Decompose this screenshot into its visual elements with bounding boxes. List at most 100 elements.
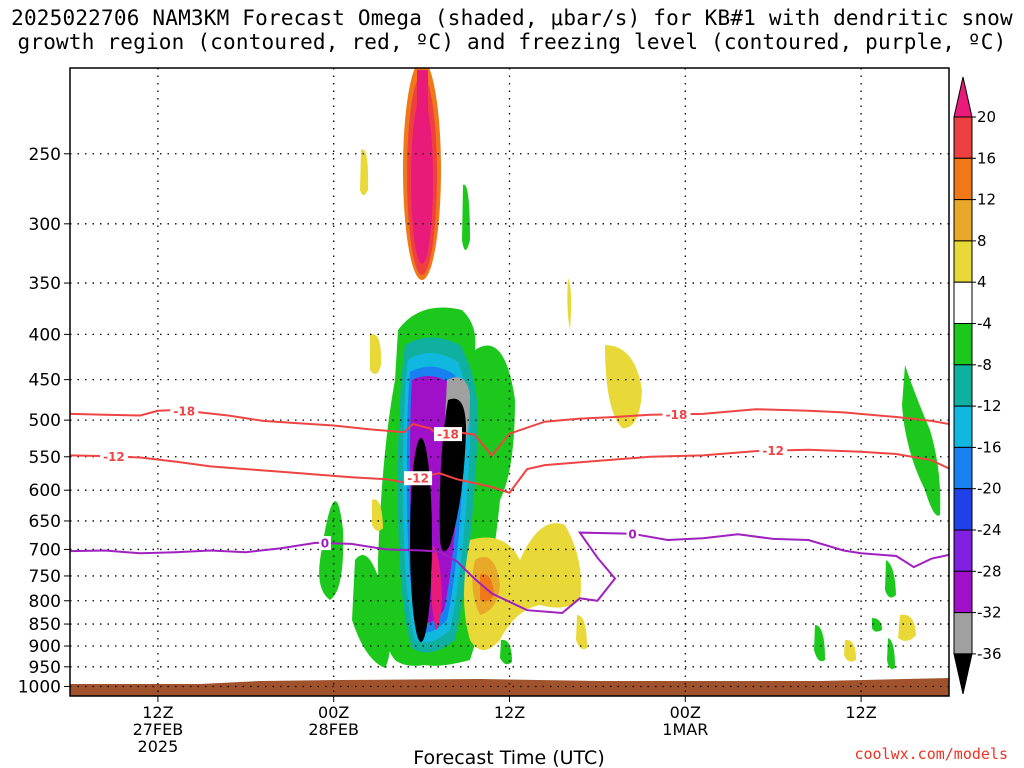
contour-label: 0 xyxy=(628,527,636,541)
colorbar-swatch xyxy=(953,364,973,407)
y-tick-label: 500 xyxy=(29,411,61,431)
omega-green-left-cell xyxy=(319,501,344,600)
contour-label: -12 xyxy=(103,450,125,464)
credit-text: coolwx.com/models xyxy=(854,745,1008,763)
colorbar-label: -24 xyxy=(977,521,1002,539)
x-tick-label: 1MAR xyxy=(662,720,708,739)
y-tick-label: 250 xyxy=(29,145,61,165)
omega-yellow-cell-2 xyxy=(605,345,642,429)
colorbar-top-arrow xyxy=(953,76,973,118)
omega-green-cell-6 xyxy=(887,638,895,669)
omega-green-lower xyxy=(352,555,390,668)
colorbar-swatch xyxy=(953,612,973,655)
colorbar-swatch xyxy=(953,323,973,366)
y-tick-label: 750 xyxy=(29,567,61,587)
y-tick-label: 400 xyxy=(29,325,61,345)
colorbar-label: -36 xyxy=(977,645,1002,663)
y-tick-label: 350 xyxy=(29,274,61,294)
colorbar-label: -8 xyxy=(977,356,992,374)
colorbar-bottom-arrow xyxy=(953,653,973,695)
omega-yellow-cell-3 xyxy=(370,334,382,374)
omega-yellow-cell-6 xyxy=(372,499,383,531)
y-tick-label: 650 xyxy=(29,512,61,532)
colorbar-swatch xyxy=(953,157,973,201)
contour-label-bg xyxy=(626,526,639,541)
omega-green-cell-upper xyxy=(462,184,470,250)
colorbar-swatch xyxy=(953,488,973,531)
contour-label: -12 xyxy=(762,444,784,458)
omega-upward-plume-core xyxy=(411,96,433,264)
x-tick-label: 12Z xyxy=(494,703,525,722)
omega-green-cell-4 xyxy=(814,625,825,662)
colorbar-swatch xyxy=(953,281,973,325)
x-tick-label: 00Z xyxy=(318,703,349,722)
omega-yellow-cell-9 xyxy=(576,615,587,649)
y-tick-label: 450 xyxy=(29,371,61,391)
omega-green-cell-7 xyxy=(872,618,882,632)
x-tick-label: 00Z xyxy=(670,703,701,722)
x-axis-label: Forecast Time (UTC) xyxy=(413,747,604,768)
contour-label: -18 xyxy=(437,428,459,442)
colorbar-label: 20 xyxy=(977,108,996,126)
colorbar-label: 12 xyxy=(977,191,996,209)
title-line-1: 2025022706 NAM3KM Forecast Omega (shaded… xyxy=(11,6,1013,30)
omega-green-cell-east xyxy=(902,365,941,516)
omega-yellow-cell-7 xyxy=(898,614,916,641)
contour-label-bg xyxy=(433,427,462,442)
y-tick-label: 700 xyxy=(29,540,61,560)
colorbar-swatch xyxy=(953,529,973,572)
terrain-ground xyxy=(70,678,949,696)
y-tick-label: 300 xyxy=(29,215,61,235)
contour-label: -12 xyxy=(407,472,429,486)
contour-label: 0 xyxy=(321,537,329,551)
contour-label-bg xyxy=(662,407,691,422)
chart-title: 2025022706 NAM3KM Forecast Omega (shaded… xyxy=(0,6,1024,54)
contour-label-bg xyxy=(759,443,788,458)
x-tick-label: 12Z xyxy=(142,703,173,722)
contour-label-bg xyxy=(170,403,199,418)
omega-yellow-cell-8 xyxy=(844,639,856,662)
y-tick-label: 1000 xyxy=(18,678,61,698)
colorbar-label: -16 xyxy=(977,438,1002,456)
colorbar-swatch xyxy=(953,570,973,614)
y-tick-label: 900 xyxy=(29,637,61,657)
y-axis-ticks: 2503003504004505005506006507007508008509… xyxy=(18,145,70,698)
contour-label-bg xyxy=(99,449,128,464)
y-tick-label: 600 xyxy=(29,481,61,501)
omega-green-cell-5 xyxy=(500,639,512,665)
contour-labels: -18 -18 -18 -12 -12 -12 0 0 xyxy=(99,403,788,551)
omega-yellow-cell-4 xyxy=(360,149,369,195)
omega-magenta-top xyxy=(417,70,428,110)
colorbar-label: -4 xyxy=(977,315,992,333)
contour-label-bg xyxy=(404,471,433,486)
contour-label-bg xyxy=(318,536,331,551)
colorbar-label: -28 xyxy=(977,562,1002,580)
contour-line xyxy=(70,531,949,615)
x-tick-label: 2025 xyxy=(138,737,179,756)
omega-magenta-streak xyxy=(431,545,442,630)
y-tick-label: 950 xyxy=(29,658,61,678)
contour-label: -18 xyxy=(666,408,688,422)
colorbar-swatch xyxy=(953,405,973,448)
omega-orange-cell-2 xyxy=(480,574,494,602)
x-tick-label: 28FEB xyxy=(308,720,359,739)
omega-yellow-cell-1 xyxy=(464,523,581,650)
y-tick-label: 800 xyxy=(29,592,61,612)
colorbar-label: 8 xyxy=(977,232,987,250)
colorbar-label: -32 xyxy=(977,604,1002,622)
colorbar-swatch xyxy=(953,116,973,159)
colorbar-label: -12 xyxy=(977,397,1002,415)
omega-black-core-left xyxy=(410,438,432,642)
colorbar-swatch xyxy=(953,240,973,283)
contour-line xyxy=(70,448,949,494)
colorbar-label: -20 xyxy=(977,480,1002,498)
omega-green-cell-3 xyxy=(885,560,896,598)
colorbar-swatch xyxy=(953,446,973,490)
omega-yellow-cell-5 xyxy=(567,278,572,330)
y-tick-label: 850 xyxy=(29,615,61,635)
title-line-2: growth region (contoured, red, ºC) and f… xyxy=(17,30,1007,54)
x-tick-label: 12Z xyxy=(845,703,876,722)
x-tick-label: 27FEB xyxy=(133,720,184,739)
